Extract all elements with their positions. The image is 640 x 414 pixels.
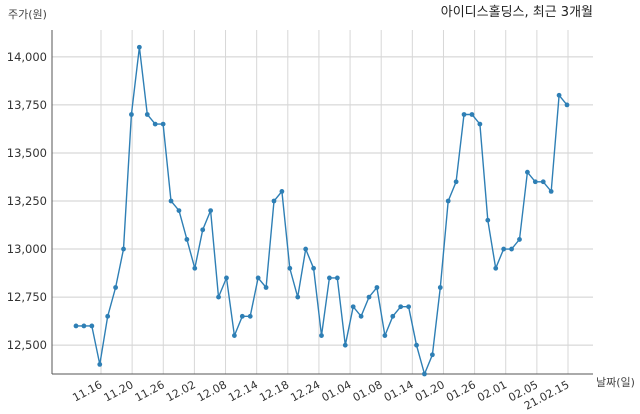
x-tick-label: 12.24 [288,378,322,404]
x-tick-label: 12.08 [195,378,229,404]
data-point [129,112,134,117]
x-tick-label: 01.26 [444,378,478,404]
y-axis-label: 주가(원) [8,8,47,21]
data-point [509,246,514,252]
data-point [350,304,356,310]
data-point [113,285,118,290]
data-point [374,285,380,290]
data-point [192,265,198,271]
data-point [136,44,142,50]
x-tick-label: 12.02 [164,378,198,404]
data-point [81,323,87,329]
data-point [525,169,530,175]
data-point [532,179,538,185]
data-point [548,188,554,194]
data-point [184,237,190,242]
x-tick-label: 01.08 [351,378,385,404]
y-tick-label: 12,500 [7,338,47,352]
x-tick-label: 12.18 [257,378,291,404]
data-point [445,198,451,204]
axes [51,30,593,375]
data-point [469,112,475,117]
y-tick-label: 12,750 [7,290,47,304]
data-point [311,265,316,271]
data-point [208,208,214,214]
price-points [73,44,570,377]
data-point [239,313,245,319]
data-point [144,112,150,117]
y-tick-label: 13,750 [7,98,47,112]
data-point [493,265,499,271]
data-point [429,352,435,358]
price-series-line [76,47,568,377]
data-point [406,304,412,310]
x-tick-label: 02.01 [475,378,509,404]
x-tick-label: 01.14 [382,378,416,404]
data-point [477,121,483,127]
data-point [414,342,419,348]
y-tick-label: 14,000 [7,50,47,64]
data-point [295,294,301,300]
data-point [327,275,332,281]
data-point [398,304,404,310]
x-tick-label: 11.26 [133,378,167,404]
data-point [73,323,79,329]
data-point [89,323,95,329]
data-point [271,198,277,204]
data-point [121,246,126,252]
data-point [366,294,372,300]
data-point [485,217,491,223]
y-tick-label: 13,000 [7,242,47,256]
data-point [501,246,507,252]
data-point [168,198,174,204]
data-point [564,102,570,108]
data-point [200,227,206,233]
data-point [255,275,261,281]
data-point [160,121,166,127]
y-tick-label: 13,250 [7,194,47,208]
data-point [303,246,309,252]
x-tick-label: 11.20 [102,378,136,404]
data-point [382,333,388,338]
x-axis-ticks: 11.1611.2011.2612.0212.0812.1412.1812.24… [70,378,571,412]
data-point [358,313,364,319]
data-point [556,92,562,98]
data-point [540,179,546,185]
x-tick-label: 01.20 [413,378,447,404]
data-point [231,333,237,338]
data-point [97,361,103,367]
data-point [247,313,253,319]
data-point [517,237,522,242]
chart-title: 아이디스홀딩스, 최근 3개월 [441,5,593,20]
data-point [224,275,229,281]
data-point [319,333,324,338]
x-tick-label: 12.14 [226,378,260,404]
data-point [176,208,182,214]
data-point [422,371,427,377]
data-point [342,342,348,348]
grid-lines [52,30,593,374]
data-point [461,112,467,117]
data-point [216,294,221,300]
y-axis-ticks: 12,500 12,750 13,000 13,250 13,500 13,750 14,0… [7,50,47,352]
data-point [453,179,459,185]
x-axis-label: 날짜(일) [596,375,635,389]
x-tick-label: 01.04 [320,378,354,404]
data-point [279,188,285,194]
data-point [437,285,443,290]
x-tick-label: 11.16 [70,378,104,404]
data-point [334,275,340,281]
data-point [390,313,396,319]
y-tick-label: 13,500 [7,146,47,160]
data-point [105,313,111,319]
data-point [152,121,158,127]
data-point [263,285,269,290]
data-point [287,265,293,271]
